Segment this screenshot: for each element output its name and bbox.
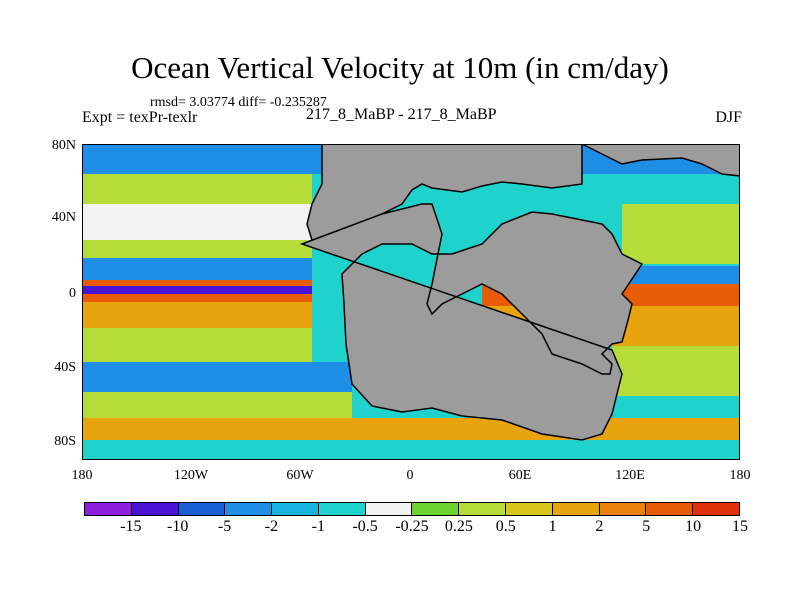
south-tropical-band: [82, 302, 312, 328]
map-frame: [82, 144, 740, 460]
north-midlat-band: [82, 174, 312, 204]
colorbar-cell: [365, 503, 413, 515]
colorbar-cell: [178, 503, 226, 515]
lat-label-80n: 80N: [51, 138, 76, 153]
lon-label-60e: 60E: [508, 468, 532, 483]
lon-label-0: 0: [406, 468, 414, 483]
colorbar-tick-label: 5: [642, 518, 651, 535]
colorbar-cell: [599, 503, 647, 515]
colorbar-cell: [225, 503, 273, 515]
colorbar-tick-label: -0.25: [395, 518, 429, 535]
colorbar-tick-label: 0.5: [495, 518, 516, 535]
colorbar-tick-label: -2: [264, 518, 279, 535]
east-south-subtropical-band: [612, 346, 740, 396]
colorbar-cell: [131, 503, 179, 515]
land-mass-central: [299, 203, 644, 441]
season-label: DJF: [715, 109, 742, 126]
map-title: Ocean Vertical Velocity at 10m (in cm/da…: [131, 50, 669, 85]
lat-label-80s: 80S: [54, 434, 76, 449]
north-subtropical-band: [82, 240, 312, 258]
colorbar-cell: [552, 503, 600, 515]
circumpolar-band: [82, 418, 740, 440]
lon-label-120e: 120E: [615, 468, 645, 483]
colorbar-cell: [412, 503, 460, 515]
lon-label-60w: 60W: [286, 468, 314, 483]
colorbar-cell: [506, 503, 553, 515]
south-midlat-band: [82, 362, 352, 392]
arctic-band-west: [82, 144, 322, 174]
equatorial-strip-negative: [82, 286, 312, 294]
colorbar-cell: [646, 503, 694, 515]
north-tropical-band: [82, 258, 312, 280]
land-mass-east: [581, 144, 740, 177]
colorbar: [84, 502, 740, 516]
lon-label-180w: 180: [71, 468, 93, 483]
lat-label-40n: 40N: [51, 210, 76, 225]
south-subtropical-band: [82, 328, 312, 362]
runs-label: 217_8_MaBP - 217_8_MaBP: [306, 106, 497, 123]
colorbar-cell: [272, 503, 319, 515]
colorbar-tick-label: -0.5: [352, 518, 378, 535]
colorbar-tick-label: 15: [732, 518, 748, 535]
lat-label-0: 0: [69, 286, 76, 301]
colorbar-tick-label: -10: [167, 518, 189, 535]
lat-label-40s: 40S: [54, 360, 76, 375]
southern-ocean-band: [82, 392, 352, 418]
colorbar-tick-label: -1: [311, 518, 325, 535]
colorbar-tick-label: 10: [685, 518, 702, 535]
map-plot: [82, 144, 740, 460]
land-mass-west: [306, 144, 583, 255]
colorbar-cell: [318, 503, 366, 515]
colorbar-tick-label: 2: [595, 518, 604, 535]
north-gyre-band: [82, 204, 312, 240]
colorbar-tick-label: 0.25: [444, 518, 473, 535]
colorbar-tick-label: -15: [120, 518, 142, 535]
colorbar-tick-label: 1: [548, 518, 557, 535]
lon-label-120w: 120W: [173, 468, 209, 483]
east-north-band: [622, 204, 740, 264]
colorbar-cell: [693, 503, 739, 515]
colorbar-cell: [459, 503, 507, 515]
experiment-label: Expt = texPr-texlr: [82, 109, 198, 126]
colorbar-tick-label: -5: [217, 518, 232, 535]
stats-text: rmsd= 3.03774 diff= -0.235287: [150, 95, 327, 110]
lon-label-180e: 180: [729, 468, 751, 483]
colorbar-cell: [85, 503, 132, 515]
